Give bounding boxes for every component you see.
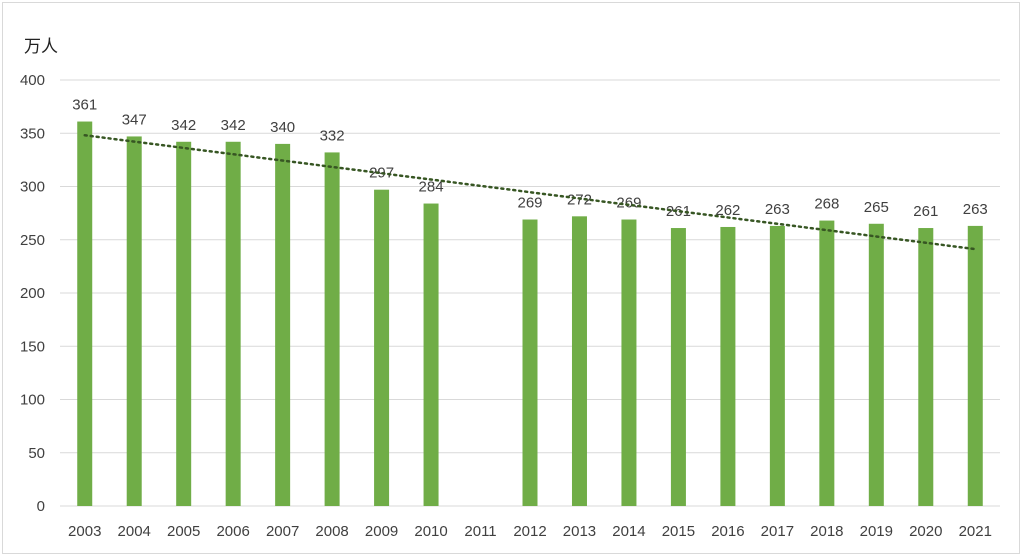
bar <box>324 152 340 507</box>
y-tick-label: 100 <box>20 392 45 409</box>
data-label: 262 <box>715 202 740 219</box>
bar <box>176 141 192 506</box>
data-label: 269 <box>616 195 641 212</box>
x-tick-label: 2003 <box>68 523 101 540</box>
trendline <box>83 134 977 251</box>
y-tick-label: 350 <box>20 125 45 142</box>
bar <box>522 219 538 506</box>
x-tick-label: 2020 <box>909 523 942 540</box>
x-tick-label: 2010 <box>414 523 447 540</box>
bar <box>374 189 390 506</box>
data-label: 340 <box>270 119 295 136</box>
x-tick-label: 2016 <box>711 523 744 540</box>
x-tick-label: 2006 <box>216 523 249 540</box>
data-label: 261 <box>913 203 938 220</box>
bar <box>769 225 785 506</box>
x-tick-label: 2021 <box>959 523 992 540</box>
data-label: 269 <box>517 195 542 212</box>
bar <box>571 216 587 506</box>
data-label: 261 <box>666 203 691 220</box>
data-label: 342 <box>171 117 196 134</box>
data-label: 268 <box>814 196 839 213</box>
x-tick-label: 2015 <box>662 523 695 540</box>
data-label: 263 <box>765 201 790 218</box>
x-tick-label: 2014 <box>612 523 645 540</box>
bar <box>967 225 983 506</box>
data-label: 284 <box>419 179 444 196</box>
data-label: 347 <box>122 111 147 128</box>
y-axis-unit-label: 万人 <box>24 37 58 57</box>
y-tick-label: 200 <box>20 285 45 302</box>
y-tick-label: 50 <box>28 445 45 462</box>
x-tick-label: 2019 <box>860 523 893 540</box>
bar <box>819 220 835 506</box>
y-tick-label: 150 <box>20 338 45 355</box>
x-tick-label: 2012 <box>513 523 546 540</box>
y-tick-label: 400 <box>20 72 45 89</box>
data-label: 265 <box>864 199 889 216</box>
bar <box>423 203 439 507</box>
bar <box>275 143 291 506</box>
data-label: 361 <box>72 97 97 114</box>
y-tick-label: 0 <box>37 498 45 515</box>
x-tick-label: 2018 <box>810 523 843 540</box>
bar <box>225 141 241 506</box>
bar <box>621 219 637 506</box>
bar <box>77 121 93 506</box>
data-label: 342 <box>221 117 246 134</box>
bar <box>868 223 884 506</box>
x-tick-label: 2007 <box>266 523 299 540</box>
x-tick-label: 2009 <box>365 523 398 540</box>
x-tick-label: 2004 <box>118 523 151 540</box>
bar <box>918 228 934 506</box>
x-tick-label: 2013 <box>563 523 596 540</box>
bar <box>670 228 686 506</box>
data-label: 263 <box>963 201 988 218</box>
data-label: 332 <box>320 127 345 144</box>
x-tick-label: 2011 <box>464 523 496 540</box>
data-label: 272 <box>567 191 592 208</box>
bar <box>720 226 736 506</box>
x-tick-label: 2005 <box>167 523 200 540</box>
x-tick-label: 2008 <box>315 523 348 540</box>
x-tick-label: 2017 <box>761 523 794 540</box>
y-tick-label: 300 <box>20 179 45 196</box>
bar <box>126 136 142 506</box>
y-tick-label: 250 <box>20 232 45 249</box>
